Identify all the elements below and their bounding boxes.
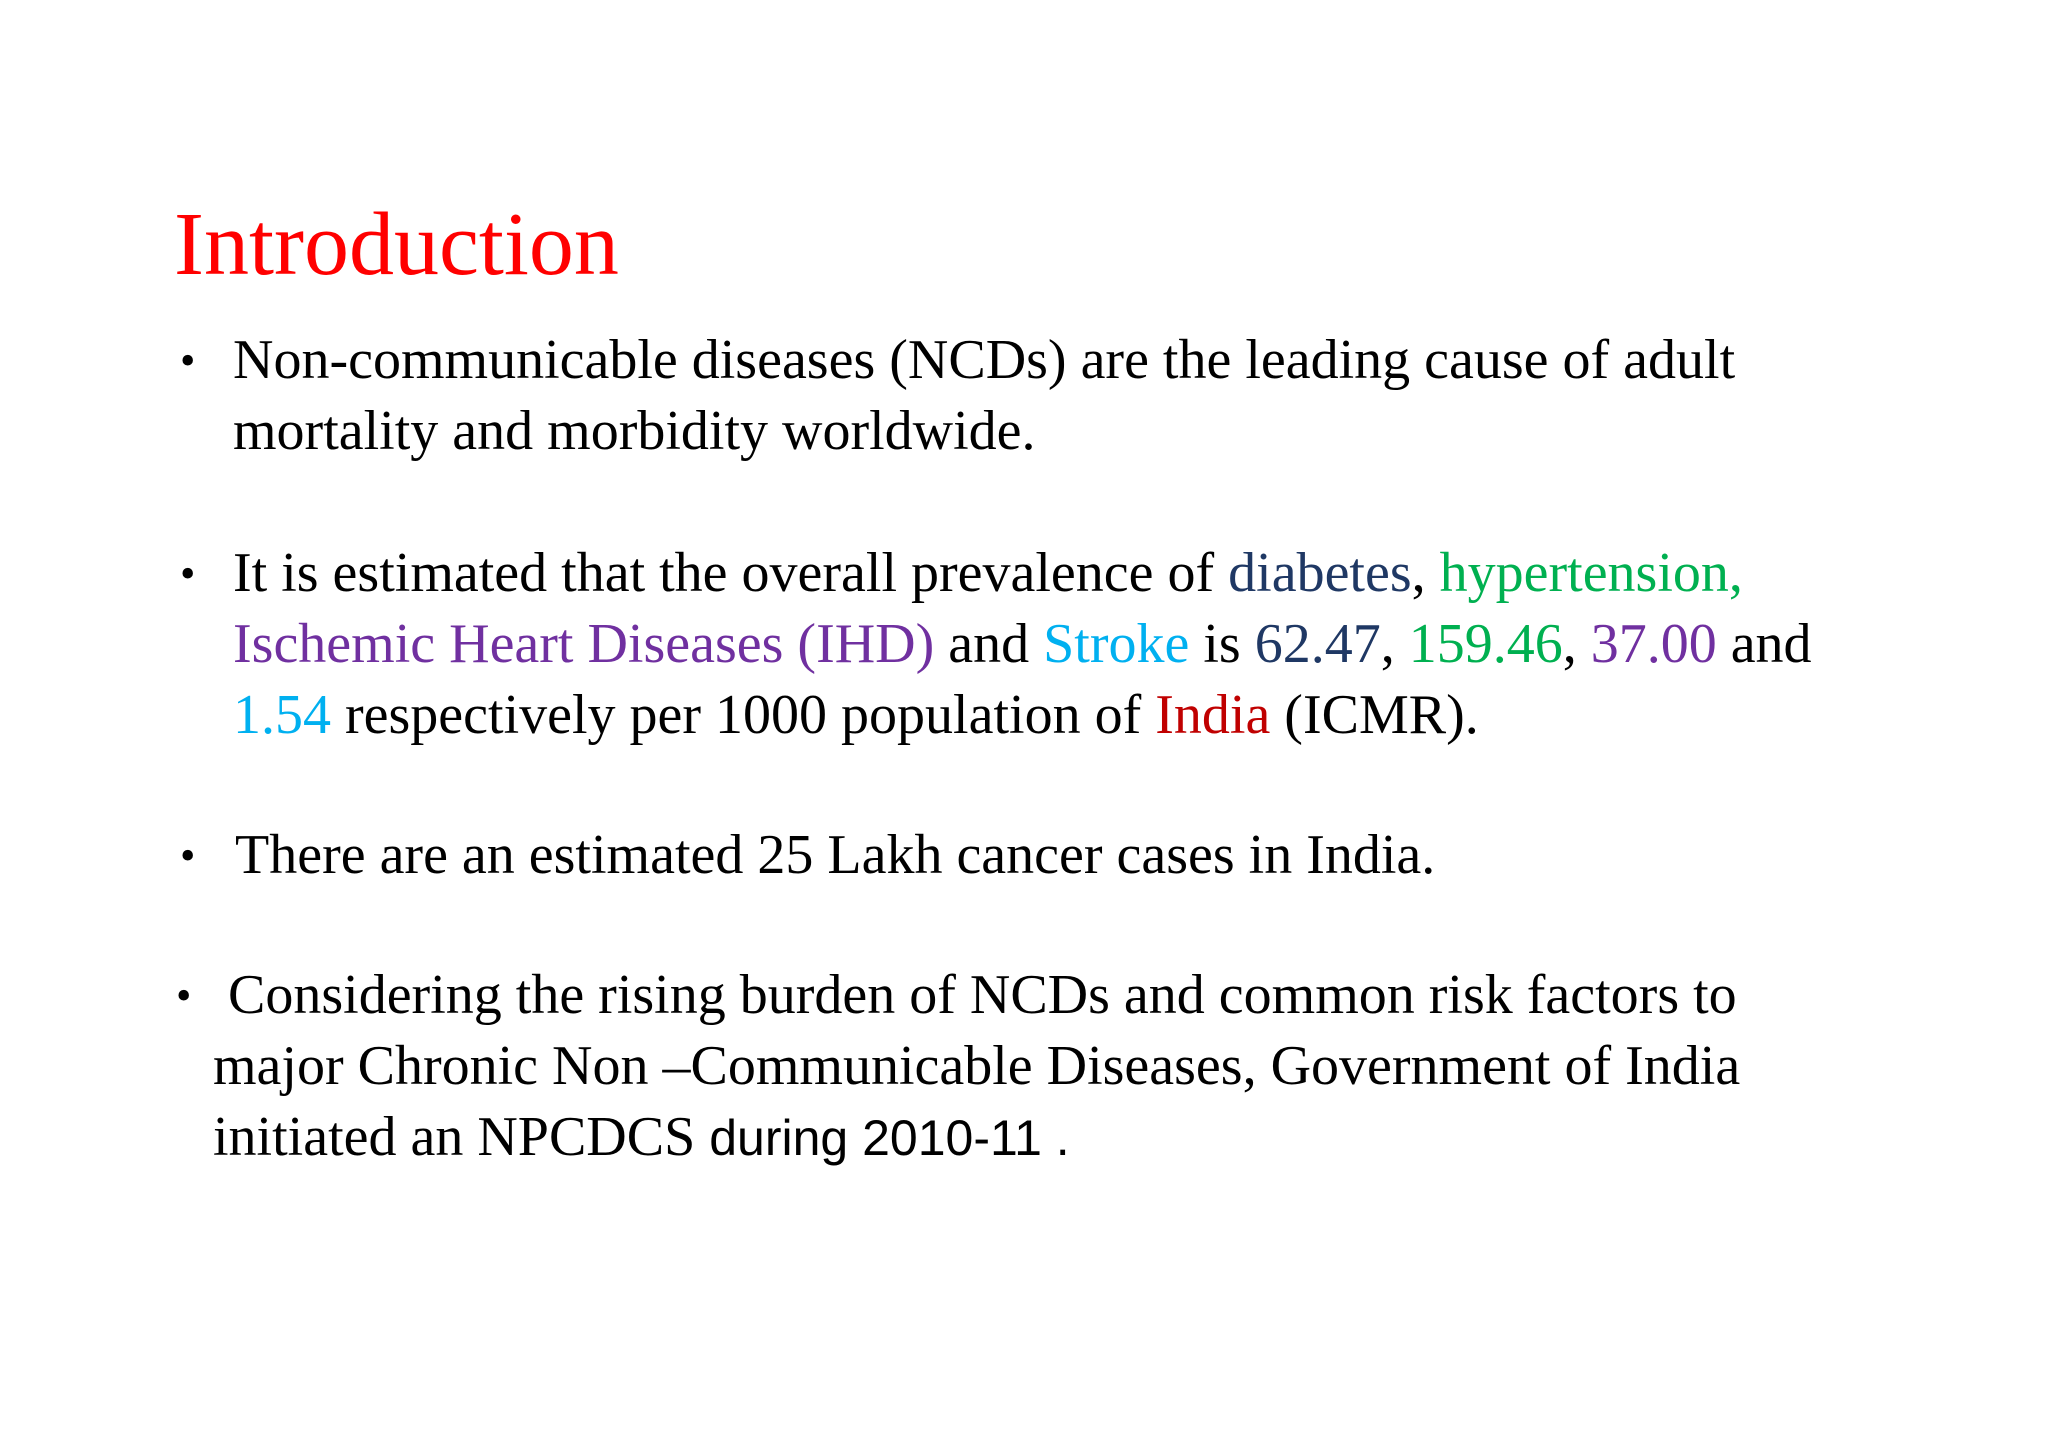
is-text: is — [1189, 613, 1255, 675]
bullet-2-line-3: 1.54 respectively per 1000 population of… — [233, 680, 1479, 751]
and-text: and — [934, 613, 1044, 675]
bullet-4-line-3: initiated an NPCDCS during 2010-11 . — [213, 1102, 1070, 1174]
diabetes-value: 62.47 — [1254, 613, 1381, 675]
bullet-dot-icon: • — [180, 831, 196, 880]
hypertension-term: hypertension, — [1439, 542, 1743, 604]
bullet-4-line-1: Considering the rising burden of NCDs an… — [228, 964, 1737, 1026]
bullet-dot-icon: • — [180, 549, 196, 598]
npcdcs-date-text: during 2010-11 . — [709, 1110, 1070, 1166]
diabetes-term: diabetes — [1228, 542, 1412, 604]
bullet-dot-icon: • — [180, 336, 196, 385]
india-term: India — [1155, 684, 1271, 746]
ihd-term: Ischemic Heart Diseases (IHD) — [233, 613, 935, 675]
icmr-text: (ICMR). — [1270, 684, 1479, 746]
bullet-1-line-2: mortality and morbidity worldwide. — [233, 400, 1036, 462]
slide-title: Introduction — [174, 195, 619, 294]
bullet-4-line-2: major Chronic Non –Communicable Diseases… — [213, 1035, 1741, 1097]
stroke-value: 1.54 — [233, 684, 331, 746]
bullet-3-line-1: There are an estimated 25 Lakh cancer ca… — [235, 824, 1436, 886]
bullet-1-line-1: Non-communicable diseases (NCDs) are the… — [233, 329, 1736, 391]
npcdcs-text: initiated an NPCDCS — [213, 1106, 710, 1168]
separator-comma: , — [1380, 613, 1409, 675]
prevalence-text: It is estimated that the overall prevale… — [233, 542, 1229, 604]
respectively-text: respectively per 1000 population of — [331, 684, 1156, 746]
bullet-2-line-1: It is estimated that the overall prevale… — [233, 538, 1743, 609]
and-text: and — [1716, 613, 1812, 675]
hypertension-value: 159.46 — [1408, 613, 1563, 675]
bullet-2-line-2: Ischemic Heart Diseases (IHD) and Stroke… — [233, 609, 1812, 680]
stroke-term: Stroke — [1043, 613, 1190, 675]
separator-comma: , — [1562, 613, 1591, 675]
ihd-value: 37.00 — [1590, 613, 1717, 675]
bullet-dot-icon: • — [176, 971, 192, 1020]
separator-comma: , — [1411, 542, 1440, 604]
